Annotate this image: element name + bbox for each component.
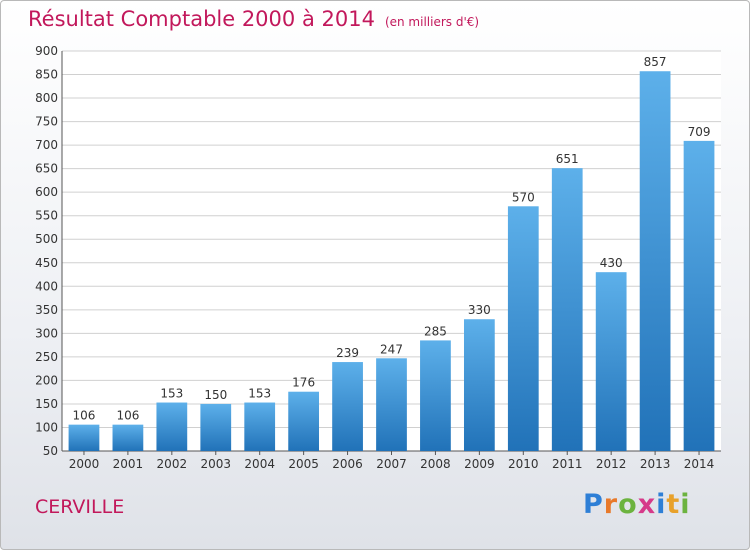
title-text: Résultat Comptable 2000 à 2014	[28, 7, 375, 31]
bar-2006	[332, 362, 363, 451]
bar-2000	[68, 424, 100, 451]
bar-2003	[200, 403, 232, 451]
x-tick-label: 2009	[464, 457, 495, 471]
x-tick-label: 2012	[596, 457, 627, 471]
data-label-2007: 247	[380, 342, 403, 356]
city-name: CERVILLE	[35, 496, 125, 518]
bar-2005	[288, 391, 320, 451]
x-tick-label: 2014	[684, 457, 715, 471]
data-label-2014: 709	[688, 125, 711, 139]
bar-2001	[112, 424, 144, 451]
data-label-2005: 176	[292, 376, 315, 390]
x-tick-label: 2002	[157, 457, 188, 471]
y-tick-label: 450	[35, 256, 58, 270]
chart-subtitle: (en milliers d'€)	[384, 15, 480, 29]
y-tick-label: 850	[35, 68, 58, 82]
x-tick-label: 2004	[244, 457, 275, 471]
data-label-2003: 150	[204, 388, 227, 402]
x-tick-label: 2006	[332, 457, 363, 471]
x-tick-label: 2000	[69, 457, 100, 471]
y-tick-label: 600	[35, 185, 58, 199]
bar-2012	[595, 272, 627, 451]
x-tick-label: 2005	[288, 457, 319, 471]
y-tick-label: 750	[35, 115, 58, 129]
data-label-2010: 570	[512, 190, 535, 204]
y-tick-label: 500	[35, 232, 58, 246]
y-tick-label: 800	[35, 91, 58, 105]
chart-title: Résultat Comptable 2000 à 2014 (en millie…	[28, 7, 479, 31]
y-tick-label: 700	[35, 138, 58, 152]
y-tick-label: 900	[35, 44, 58, 58]
x-tick-label: 2001	[113, 457, 144, 471]
data-label-2008: 285	[424, 324, 447, 338]
data-label-2002: 153	[160, 387, 183, 401]
data-label-2000: 106	[73, 409, 96, 423]
bar-2008	[420, 340, 451, 451]
x-tick-label: 2013	[640, 457, 671, 471]
y-tick-label: 100	[35, 420, 58, 434]
x-tick-label: 2011	[552, 457, 583, 471]
data-label-2012: 430	[600, 256, 623, 270]
bar-2010	[507, 206, 539, 451]
x-tick-label: 2008	[420, 457, 451, 471]
proxiti-logo: Proxiti	[583, 489, 691, 520]
data-label-2006: 239	[336, 346, 359, 360]
x-tick-label: 2010	[508, 457, 539, 471]
y-tick-label: 550	[35, 209, 58, 223]
data-label-2001: 106	[116, 409, 139, 423]
bar-2004	[244, 402, 276, 451]
bar-2014	[683, 140, 715, 451]
bar-2011	[551, 168, 583, 452]
bar-2007	[376, 358, 407, 451]
x-tick-label: 2003	[200, 457, 231, 471]
data-label-2009: 330	[468, 303, 491, 317]
data-label-2011: 651	[556, 152, 579, 166]
data-label-2004: 153	[248, 387, 271, 401]
y-tick-label: 250	[35, 350, 58, 364]
y-tick-label: 350	[35, 303, 58, 317]
y-tick-label: 300	[35, 326, 58, 340]
bar-2002	[156, 402, 188, 451]
y-tick-label: 150	[35, 397, 58, 411]
y-tick-label: 400	[35, 279, 58, 293]
bar-2013	[639, 71, 671, 451]
bar-2009	[463, 319, 495, 451]
y-tick-label: 50	[43, 444, 58, 458]
y-tick-label: 200	[35, 373, 58, 387]
y-tick-label: 650	[35, 162, 58, 176]
data-label-2013: 857	[644, 55, 667, 69]
x-tick-label: 2007	[376, 457, 407, 471]
